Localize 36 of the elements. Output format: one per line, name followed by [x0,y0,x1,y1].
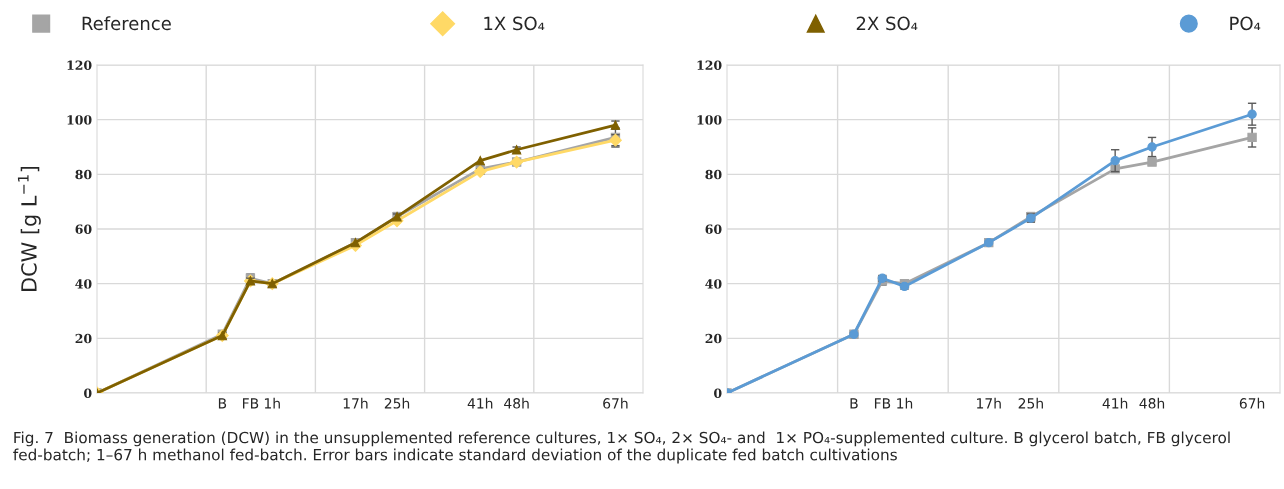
y-tick-label: 20 [705,333,722,344]
y-tick-label: 20 [75,333,92,344]
y-tick-label: 120 [67,60,92,70]
y-tick-label: 80 [705,169,722,180]
x-tick-label: 1h [264,397,280,409]
x-tick-label: 67h [1239,397,1265,409]
y-tick-label: 100 [67,115,92,125]
y-tick-label: 40 [75,279,92,289]
x-tick-label: FB [874,398,891,409]
x-tick-label: 48h [1139,397,1165,409]
x-tick-label: B [218,398,227,409]
y-axis-title: DCW [g L$^{−1}$] [17,166,41,291]
x-tick-label: B [850,398,858,409]
x-tick-label: 17h [977,397,1001,409]
x-tick-label: 41h [467,397,493,409]
y-tick-label: 40 [705,279,722,289]
y-tick-label: 60 [705,224,722,234]
y-tick-label: 0 [714,388,722,398]
legend-label: Reference [82,16,171,31]
legend-label: PO₄ [1230,16,1261,31]
y-tick-label: 0 [84,388,92,398]
y-tick-label: 80 [75,169,92,180]
x-tick-label: 25h [1018,397,1043,409]
x-tick-label: FB [243,398,259,409]
x-tick-label: 48h [504,397,529,409]
legend-label: 1X SO₄ [484,16,545,31]
legend-label: 2X SO₄ [856,16,918,31]
y-tick-label: 120 [697,60,722,70]
y-tick-label: 60 [75,224,92,234]
y-tick-label: 100 [697,115,722,125]
x-tick-label: 25h [384,397,410,409]
x-tick-label: 41h [1102,397,1128,409]
x-tick-label: 17h [343,397,368,409]
x-tick-label: 1h [897,397,913,409]
x-tick-label: 67h [603,397,628,409]
caption: Fig. 7 Biomass generation (DCW) in the unsupplemented reference cultures, 1× SO₄, 2× SO₄- and 1× PO₄-supplemented culture. B glycerol batch, FB glycerol fed-batch; 1–67 h methanol fed-batch. Error bars indicate standard deviation of the duplicate fed batch cultivations [13,431,1230,464]
